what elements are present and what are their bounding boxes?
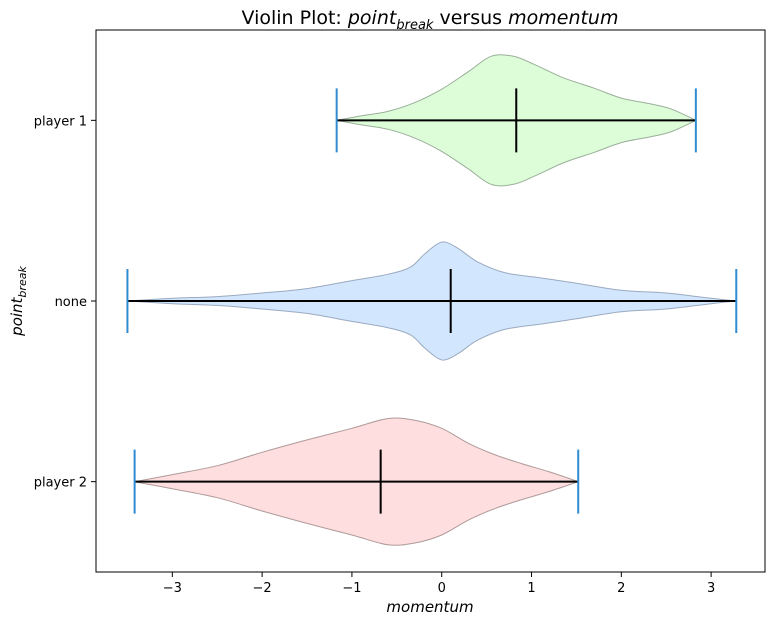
y-axis-label-sub: break [16,266,29,298]
x-tick-label: −2 [253,581,272,596]
x-tick-label: 1 [527,581,535,596]
x-tick-label: −3 [163,581,182,596]
y-tick-label: player 2 [34,476,87,491]
plot-area [126,54,738,546]
x-axis-label: momentum [386,598,473,616]
x-tick-label: 0 [438,581,446,596]
violin-player-2 [133,417,580,546]
y-axis-label: pointbreak [8,266,29,337]
x-axis-ticks: −3 −2 −1 0 1 2 3 [163,572,715,596]
y-axis-ticks: player 1 none player 2 [34,114,96,491]
x-tick-label: 2 [617,581,625,596]
violin-player-1 [335,54,698,187]
title-ylabel-main: point [347,7,398,29]
y-axis-label-main: point [8,296,26,336]
title-middle: versus [433,7,508,29]
y-tick-label: none [55,295,87,310]
title-prefix: Violin Plot: [242,7,348,29]
y-tick-label: player 1 [34,114,87,129]
x-tick-label: 3 [707,581,715,596]
chart-title: Violin Plot: pointbreak versus momentum [242,7,619,33]
title-xlabel: momentum [508,7,618,29]
title-ylabel-sub: break [396,18,434,33]
x-tick-label: −1 [342,581,361,596]
violin-none [126,241,738,361]
